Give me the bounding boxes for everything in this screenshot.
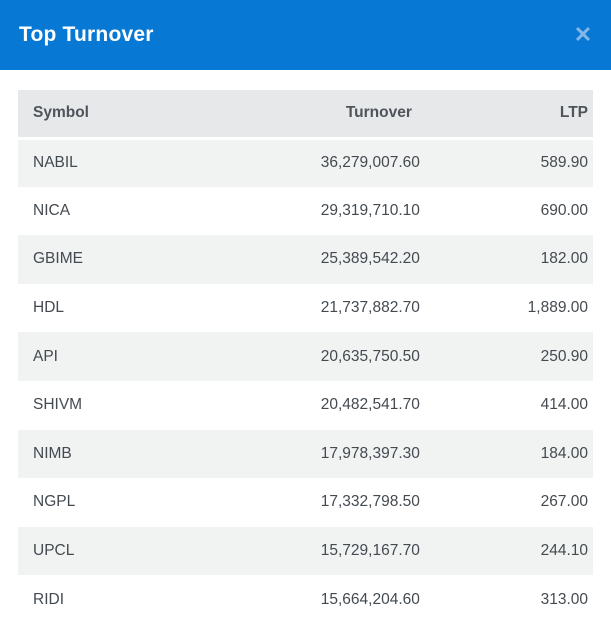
column-header-turnover: Turnover (190, 90, 435, 140)
cell-ltp: 589.90 (540, 154, 588, 172)
cell-symbol: NIMB (33, 444, 72, 462)
top-turnover-table-container: Symbol Turnover LTP NABIL 36,279,007.60 589.… (18, 90, 593, 619)
column-header-ltp: LTP (434, 90, 593, 140)
close-button[interactable]: ✕ (563, 0, 603, 70)
cell-symbol: API (33, 347, 58, 365)
cell-turnover: 17,332,798.50 (320, 493, 420, 511)
cell-turnover: 17,978,397.30 (320, 444, 420, 462)
table-row: RIDI 15,664,204.60 313.00 (18, 575, 593, 619)
modal-header: Top Turnover ✕ (0, 0, 611, 70)
table-header-row: Symbol Turnover LTP (18, 90, 593, 140)
cell-symbol: NGPL (33, 493, 76, 511)
cell-symbol: GBIME (33, 250, 83, 268)
cell-turnover: 36,279,007.60 (320, 154, 420, 172)
table-row: HDL 21,737,882.70 1,889.00 (18, 283, 593, 333)
table-row: NICA 29,319,710.10 690.00 (18, 186, 593, 236)
table-row: GBIME 25,389,542.20 182.00 (18, 235, 593, 284)
cell-turnover: 15,664,204.60 (320, 590, 420, 608)
table-body: NABIL 36,279,007.60 589.90 NICA 29,319,710.1… (18, 138, 593, 619)
table-row: NIMB 17,978,397.30 184.00 (18, 429, 593, 479)
cell-ltp: 1,889.00 (527, 299, 588, 317)
cell-ltp: 182.00 (540, 250, 588, 268)
close-icon: ✕ (573, 22, 593, 47)
cell-ltp: 690.00 (540, 201, 588, 219)
table-row: UPCL 15,729,167.70 244.10 (18, 526, 593, 576)
cell-symbol: NABIL (33, 154, 78, 172)
cell-turnover: 15,729,167.70 (320, 542, 420, 560)
cell-turnover: 20,635,750.50 (320, 347, 420, 365)
cell-symbol: NICA (33, 201, 71, 219)
table-row: NGPL 17,332,798.50 267.00 (18, 478, 593, 527)
cell-symbol: HDL (33, 299, 65, 317)
cell-turnover: 21,737,882.70 (320, 299, 420, 317)
table-row: NABIL 36,279,007.60 589.90 (18, 138, 593, 187)
cell-ltp: 414.00 (540, 396, 588, 414)
cell-symbol: SHIVM (33, 396, 83, 414)
cell-turnover: 25,389,542.20 (320, 250, 420, 268)
cell-symbol: RIDI (33, 590, 64, 608)
modal-title: Top Turnover (19, 23, 154, 46)
cell-ltp: 250.90 (540, 347, 588, 365)
cell-ltp: 313.00 (540, 590, 588, 608)
top-turnover-table: Symbol Turnover LTP NABIL 36,279,007.60 589.… (18, 90, 593, 619)
cell-turnover: 20,482,541.70 (320, 396, 420, 414)
cell-symbol: UPCL (33, 542, 75, 560)
cell-ltp: 267.00 (540, 493, 588, 511)
cell-turnover: 29,319,710.10 (320, 201, 420, 219)
cell-ltp: 184.00 (540, 444, 588, 462)
cell-ltp: 244.10 (540, 542, 588, 560)
table-row: SHIVM 20,482,541.70 414.00 (18, 380, 593, 430)
column-header-symbol: Symbol (18, 90, 191, 140)
table-row: API 20,635,750.50 250.90 (18, 332, 593, 381)
